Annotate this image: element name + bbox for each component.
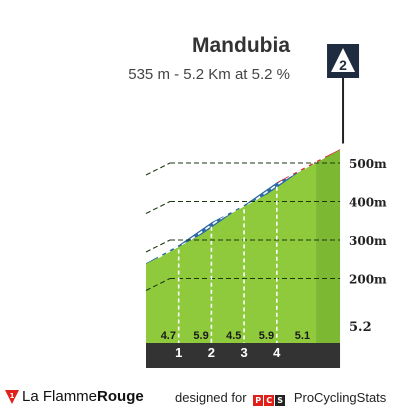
end-distance-label: 5.2 — [349, 320, 372, 335]
gradient-label-3: 4.5 — [226, 330, 241, 342]
profile-base — [146, 343, 341, 368]
designed-for-label: designed for — [175, 390, 247, 405]
climb-subtitle: 535 m - 5.2 Km at 5.2 % — [128, 66, 290, 83]
category-badge-icon: 2 — [327, 44, 360, 78]
brand-prefix: La Flamme — [22, 388, 98, 405]
gradient-label-4: 5.9 — [259, 330, 274, 342]
gradient-label-2: 5.9 — [193, 330, 208, 342]
y-tick-label-500: 500m — [349, 157, 387, 171]
road-centerline-2 — [190, 216, 224, 241]
svg-text:1: 1 — [10, 392, 15, 400]
category-label: 2 — [339, 57, 347, 73]
pcs-logo-c: C — [264, 395, 275, 406]
km-marker-label-2: 2 — [208, 345, 215, 360]
profile-face — [146, 161, 317, 343]
y-tick-label-200: 200m — [349, 273, 387, 287]
road-centerline-1 — [157, 238, 192, 259]
gradient-label-5: 5.1 — [295, 330, 310, 342]
gridline-depth-300 — [145, 239, 171, 253]
brand-suffix: Rouge — [97, 388, 144, 405]
y-tick-label-400: 400m — [349, 196, 387, 210]
brand-logo: 1 La FlammeRouge — [5, 388, 144, 405]
road-centerline-4 — [255, 176, 290, 201]
gridline-depth-500 — [145, 162, 171, 176]
gridline-depth-200 — [145, 278, 171, 291]
gridline-depth-400 — [145, 201, 171, 214]
climb-title: Mandubia — [192, 34, 290, 57]
pcs-name: ProCyclingStats — [293, 390, 387, 405]
pcs-logo-p: P — [253, 395, 264, 406]
km-marker-label-3: 3 — [240, 345, 247, 360]
km-marker-label-4: 4 — [273, 345, 281, 360]
flamme-rouge-icon: 1 — [5, 390, 19, 404]
gradient-label-1: 4.7 — [161, 330, 176, 342]
road-centerline-5 — [288, 154, 329, 178]
pcs-logo-s: S — [275, 395, 286, 406]
profile-end-face — [316, 149, 341, 343]
km-marker-label-1: 1 — [175, 345, 182, 360]
y-tick-label-300: 300m — [349, 234, 387, 248]
